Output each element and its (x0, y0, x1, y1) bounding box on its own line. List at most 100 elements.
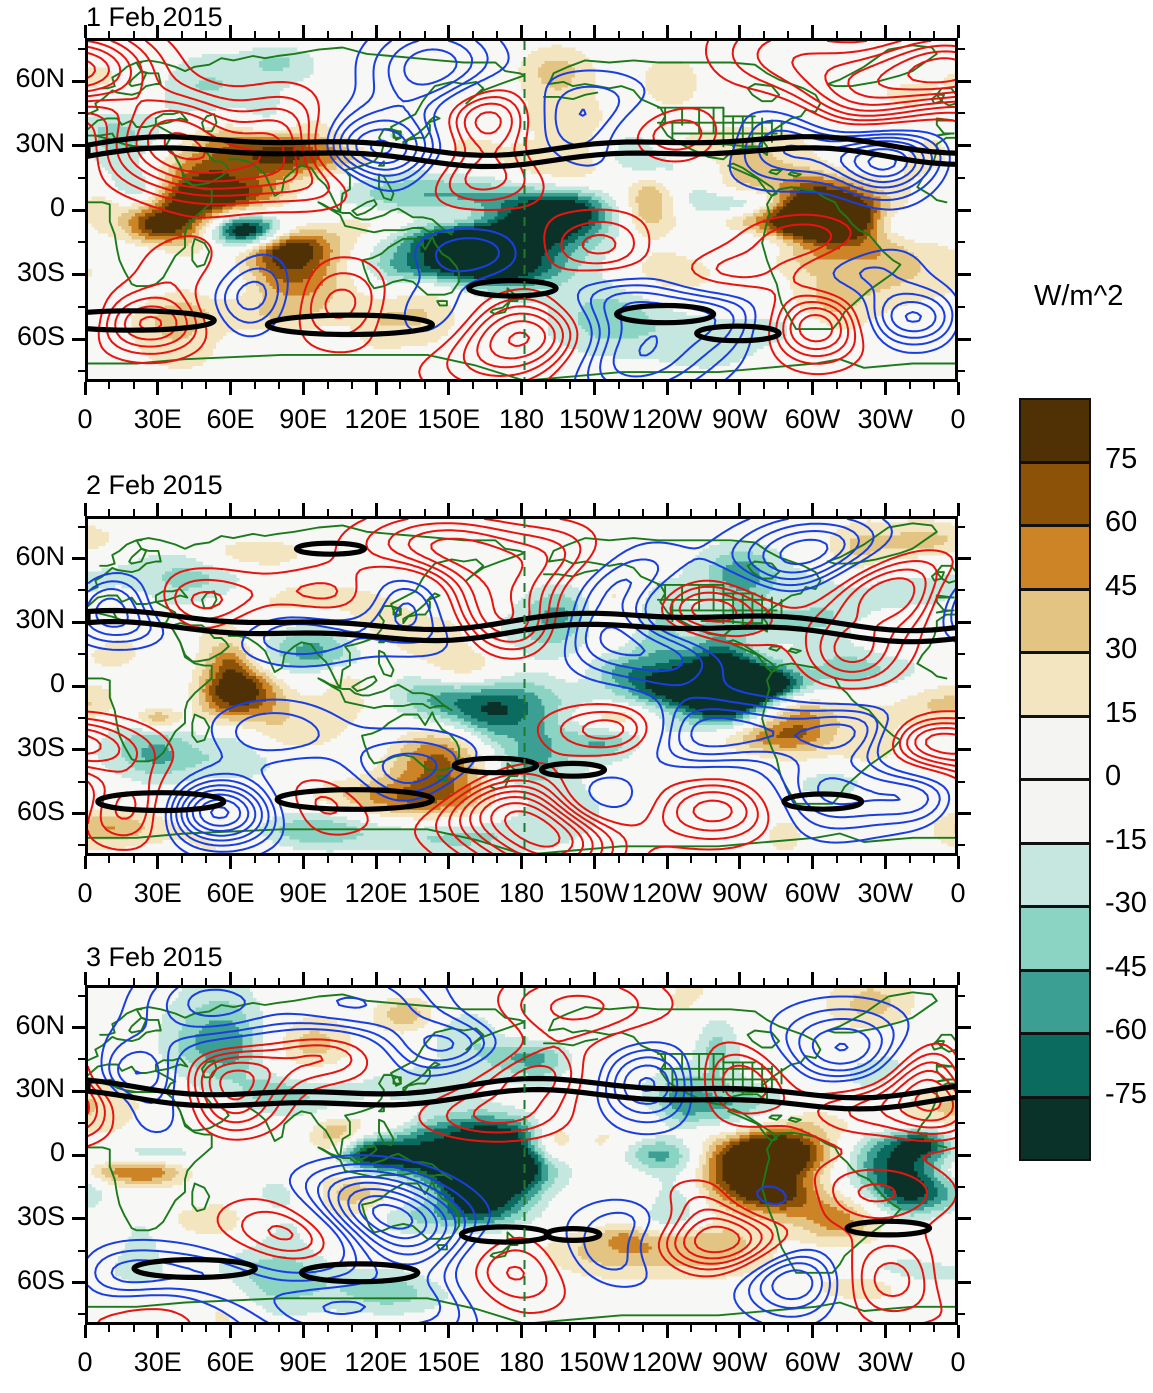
colorbar-swatch (1019, 398, 1091, 463)
x-axis-minor-tick (714, 1325, 717, 1332)
x-axis-label: 60E (206, 878, 255, 908)
y-axis-label: 60S (16, 321, 65, 351)
x-axis-minor-tick (763, 978, 765, 985)
colorbar-tick-label: -60 (1105, 1014, 1147, 1046)
map-plot-area-1[interactable] (85, 38, 958, 382)
x-axis-tick (83, 972, 87, 985)
x-axis-minor-tick (690, 509, 693, 516)
y-axis-tick (958, 208, 971, 212)
x-axis-tick (156, 503, 160, 516)
x-axis-tick (229, 503, 232, 516)
x-axis-minor-tick (108, 31, 111, 38)
x-axis-tick (229, 972, 232, 985)
x-axis-tick (956, 25, 960, 38)
x-axis-tick (447, 972, 451, 985)
x-axis-label: 0 (77, 878, 93, 908)
x-axis-tick (811, 972, 814, 985)
x-axis-minor-tick (714, 856, 717, 863)
x-axis-minor-tick (181, 856, 183, 863)
x-axis-minor-tick (181, 382, 183, 389)
y-axis-tick (958, 1026, 971, 1029)
x-axis-minor-tick (253, 509, 256, 516)
y-axis-label: 60N (15, 540, 65, 571)
x-axis-tick (301, 1325, 305, 1338)
colorbar-title: W/m^2 (1034, 280, 1124, 312)
x-axis-minor-tick (423, 382, 426, 389)
x-axis-minor-tick (641, 978, 644, 985)
y-axis-tick (958, 79, 971, 83)
y-axis-tick (958, 620, 971, 624)
y-axis-label: 30S (16, 731, 65, 762)
x-axis-label: 90W (711, 1347, 768, 1377)
x-axis-minor-tick (108, 856, 111, 863)
x-axis-minor-tick (569, 978, 571, 985)
x-axis-label: 0 (950, 404, 966, 434)
y-axis-minor-tick (78, 241, 85, 244)
x-axis-minor-tick (763, 856, 765, 863)
x-axis-minor-tick (132, 1325, 135, 1332)
y-axis-minor-tick (78, 1185, 85, 1188)
map-plot-area-3[interactable] (85, 985, 958, 1325)
x-axis-label: 90E (279, 1347, 328, 1377)
x-axis-tick (447, 856, 451, 869)
x-axis-minor-tick (205, 978, 208, 985)
x-axis-minor-tick (763, 382, 765, 389)
x-axis-minor-tick (617, 509, 620, 516)
x-axis-tick (447, 503, 451, 516)
x-axis-minor-tick (714, 978, 717, 985)
x-axis-minor-tick (908, 509, 911, 516)
x-axis-minor-tick (181, 1325, 183, 1332)
x-axis-minor-tick (181, 978, 183, 985)
x-axis-label: 150E (417, 878, 481, 908)
x-axis-minor-tick (253, 382, 256, 389)
colorbar-tick-label: 75 (1105, 442, 1138, 475)
y-axis-tick (72, 620, 85, 624)
y-axis-minor-tick (958, 780, 965, 783)
x-axis-label: 60E (206, 404, 255, 434)
x-axis-tick (665, 25, 669, 38)
x-axis-minor-tick (641, 31, 644, 38)
x-axis-minor-tick (860, 856, 862, 863)
x-axis-minor-tick (496, 382, 499, 389)
x-axis-minor-tick (617, 382, 620, 389)
colorbar-swatch (1019, 1096, 1091, 1161)
x-axis-tick (374, 972, 378, 985)
y-axis-tick (958, 557, 971, 560)
x-axis-tick (883, 1325, 887, 1338)
colorbar-tick-labels: 75 60 45 30 15 0 -15 -30 -45 -60 -75 (1000, 270, 1153, 1170)
y-axis-minor-tick (958, 525, 965, 528)
x-axis-minor-tick (690, 978, 693, 985)
x-axis-minor-tick (835, 509, 838, 516)
x-axis-minor-tick (787, 31, 790, 38)
x-axis-minor-tick (641, 509, 644, 516)
x-axis-tick (83, 25, 87, 38)
y-axis-minor-tick (958, 994, 965, 997)
y-axis-minor-tick (958, 241, 965, 244)
x-axis-tick (592, 856, 596, 869)
x-axis-label: 150W (558, 878, 630, 908)
y-axis-tick (72, 812, 85, 815)
x-axis-label: 60W (784, 878, 841, 908)
x-axis-minor-tick (860, 978, 862, 985)
x-axis-minor-tick (544, 1325, 547, 1332)
x-axis-tick (301, 25, 305, 38)
x-axis-minor-tick (205, 382, 208, 389)
x-axis-minor-tick (472, 1325, 474, 1332)
x-axis-tick (956, 972, 960, 985)
y-axis-label: 30N (15, 127, 65, 158)
y-axis-tick (72, 273, 85, 276)
x-axis-minor-tick (835, 856, 838, 863)
y-axis-label: 0 (49, 668, 65, 698)
x-axis-minor-tick (399, 1325, 402, 1332)
x-axis-label: 0 (77, 404, 93, 434)
x-axis-minor-tick (908, 382, 911, 389)
x-axis-tick (665, 856, 669, 869)
x-axis-label: 30E (133, 878, 182, 908)
x-axis-tick (520, 972, 523, 985)
y-axis-minor-tick (958, 716, 965, 719)
map-plot-area-2[interactable] (85, 516, 958, 856)
x-axis-minor-tick (544, 31, 547, 38)
x-axis-minor-tick (569, 509, 571, 516)
x-axis-minor-tick (132, 856, 135, 863)
x-axis-minor-tick (860, 382, 862, 389)
